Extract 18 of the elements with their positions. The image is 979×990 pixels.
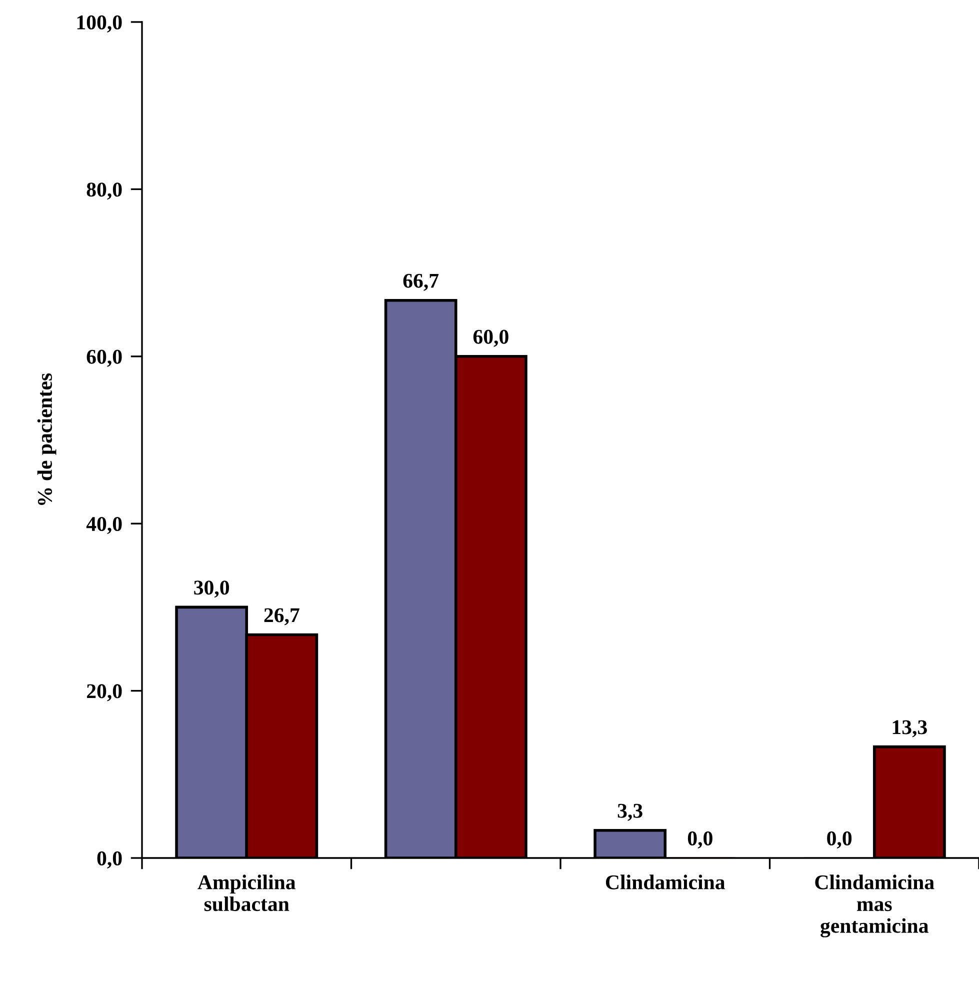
x-tick-label: Clindamicina <box>606 874 726 890</box>
y-tick-label: 60,0 <box>86 350 122 367</box>
data-label: 60,0 <box>473 330 508 347</box>
data-label: 66,7 <box>403 274 439 291</box>
y-tick-label: 0,0 <box>97 851 122 868</box>
y-tick-label: 80,0 <box>86 182 122 200</box>
data-label: 26,7 <box>264 608 300 626</box>
y-tick-label: 40,0 <box>86 516 122 534</box>
data-label: 13,3 <box>892 720 927 738</box>
x-tick-label: Ampicilina sulbactan <box>198 874 296 912</box>
data-label: 0,0 <box>827 831 852 848</box>
y-tick-label: 100,0 <box>77 15 122 32</box>
x-tick-label: Clindamicina mas gentamicina <box>815 874 934 938</box>
data-label: 30,0 <box>194 580 230 598</box>
y-axis-title: % de pacientes <box>37 373 56 505</box>
y-tick-label: 20,0 <box>86 684 122 702</box>
data-label: 3,3 <box>618 804 642 821</box>
data-label: 0,0 <box>688 831 712 848</box>
